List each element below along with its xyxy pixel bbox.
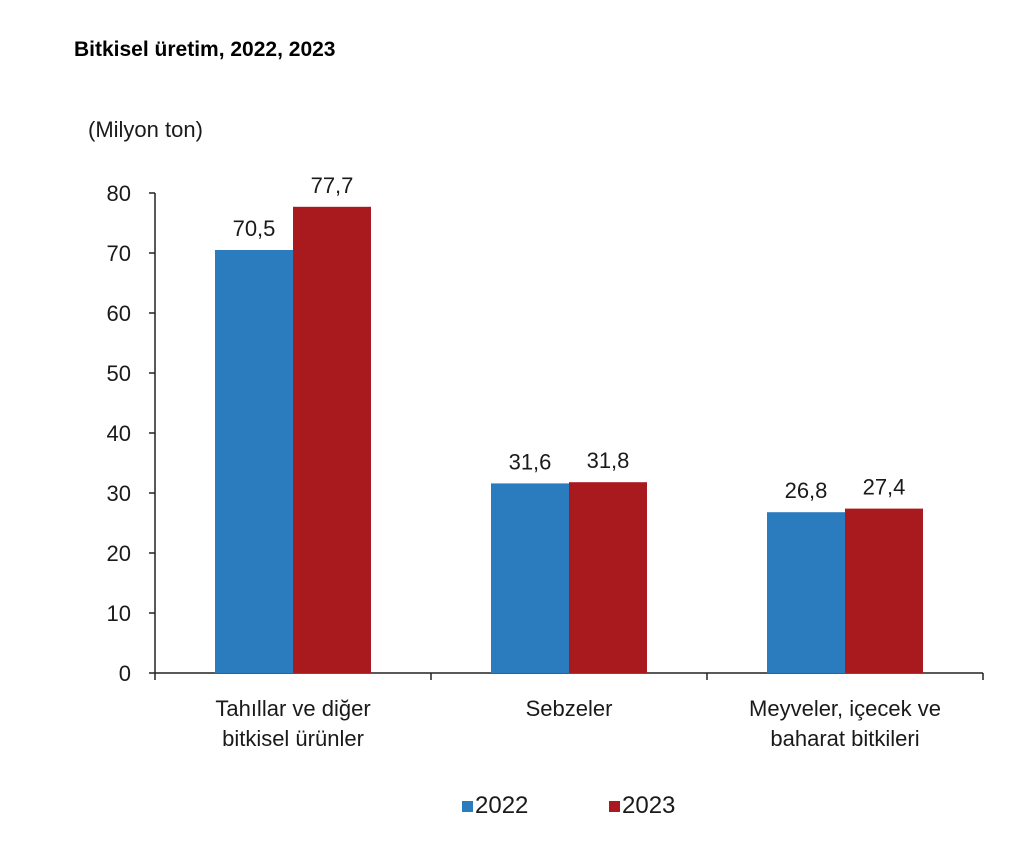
x-category-label: baharat bitkileri (770, 726, 919, 751)
y-tick-label: 40 (107, 421, 131, 446)
legend-label: 2022 (475, 792, 528, 819)
data-label: 27,4 (863, 475, 906, 500)
y-tick-label: 0 (119, 661, 131, 686)
bar-2022 (215, 250, 293, 673)
x-category-label: bitkisel ürünler (222, 726, 364, 751)
legend-swatch-2023 (609, 801, 620, 812)
y-tick-label: 70 (107, 241, 131, 266)
y-tick-label: 50 (107, 361, 131, 386)
bar-2022 (491, 483, 569, 673)
y-tick-label: 30 (107, 481, 131, 506)
data-label: 70,5 (233, 216, 276, 241)
data-label: 77,7 (311, 173, 354, 198)
x-category-label: Sebzeler (526, 696, 613, 721)
data-label: 31,6 (509, 449, 552, 474)
legend-swatch-2022 (462, 801, 473, 812)
y-tick-label: 10 (107, 601, 131, 626)
bar-2023 (845, 508, 923, 673)
bar-2022 (767, 512, 845, 673)
y-tick-label: 60 (107, 301, 131, 326)
chart-title: Bitkisel üretim, 2022, 2023 (74, 38, 336, 61)
x-category-label: Meyveler, içecek ve (749, 696, 941, 721)
bar-2023 (293, 206, 371, 674)
x-category-label: Tahıllar ve diğer (215, 696, 370, 721)
data-label: 31,8 (587, 448, 630, 473)
legend-label: 2023 (622, 792, 675, 819)
bar-2023 (569, 482, 647, 673)
y-tick-label: 80 (107, 181, 131, 206)
data-label: 26,8 (785, 478, 828, 503)
y-tick-label: 20 (107, 541, 131, 566)
y-axis-label: (Milyon ton) (88, 117, 203, 142)
